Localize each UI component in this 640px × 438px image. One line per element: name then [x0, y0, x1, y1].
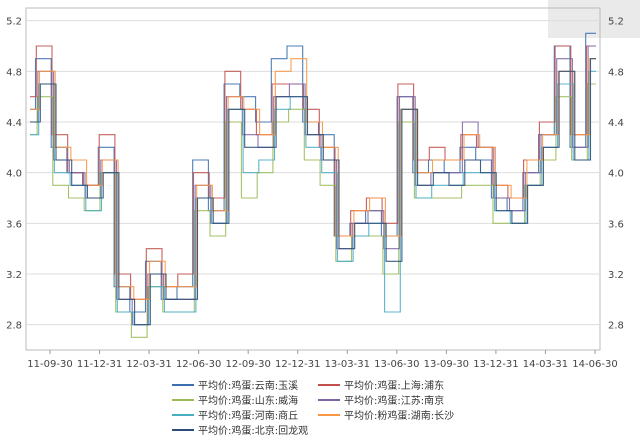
legend-label: 平均价:鸡蛋:江苏:南京: [344, 394, 444, 407]
y-tick-label-right: 4.8: [608, 67, 624, 78]
watermark: [548, 0, 640, 38]
series-line: [30, 58, 596, 300]
legend-label: 平均价:鸡蛋:河南:商丘: [198, 409, 298, 422]
x-tick-label: 13-06-30: [374, 359, 419, 370]
y-tick-label-left: 2.8: [6, 321, 22, 332]
x-tick-label: 12-12-31: [275, 359, 320, 370]
series-line: [30, 83, 596, 338]
x-tick-label: 11-12-31: [77, 359, 122, 370]
y-tick-label-left: 4.0: [6, 169, 22, 180]
x-tick-label: 14-06-30: [572, 359, 617, 370]
legend-label: 平均价:粉鸡蛋:湖南:长沙: [344, 409, 454, 422]
legend-label: 平均价:鸡蛋:北京:回龙观: [198, 424, 308, 437]
x-tick-label: 12-03-31: [126, 359, 171, 370]
y-tick-label-left: 3.6: [6, 219, 22, 230]
series-line: [30, 58, 596, 326]
plot-frame: [25, 7, 601, 351]
x-tick-label: 12-09-30: [225, 359, 270, 370]
x-tick-label: 13-03-31: [325, 359, 370, 370]
x-tick-label: 11-09-30: [27, 359, 72, 370]
x-tick-label: 14-03-31: [523, 359, 568, 370]
y-tick-label-left: 5.2: [6, 17, 22, 28]
x-tick-label: 12-06-30: [176, 359, 221, 370]
y-tick-label-right: 5.2: [608, 17, 624, 28]
y-tick-label-left: 4.8: [6, 67, 22, 78]
x-tick-label: 13-09-30: [424, 359, 469, 370]
y-tick-label-right: 2.8: [608, 321, 624, 332]
y-tick-label-right: 4.0: [608, 169, 624, 180]
y-tick-label-right: 4.4: [608, 118, 624, 129]
y-tick-label-left: 4.4: [6, 118, 22, 129]
legend-label: 平均价:鸡蛋:云南:玉溪: [198, 379, 298, 392]
y-tick-label-right: 3.2: [608, 270, 624, 281]
legend-label: 平均价:鸡蛋:上海:浦东: [344, 379, 444, 392]
x-tick-label: 13-12-31: [473, 359, 518, 370]
y-tick-label-right: 3.6: [608, 219, 624, 230]
y-tick-label-left: 3.2: [6, 270, 22, 281]
legend-label: 平均价:鸡蛋:山东:威海: [198, 394, 298, 407]
